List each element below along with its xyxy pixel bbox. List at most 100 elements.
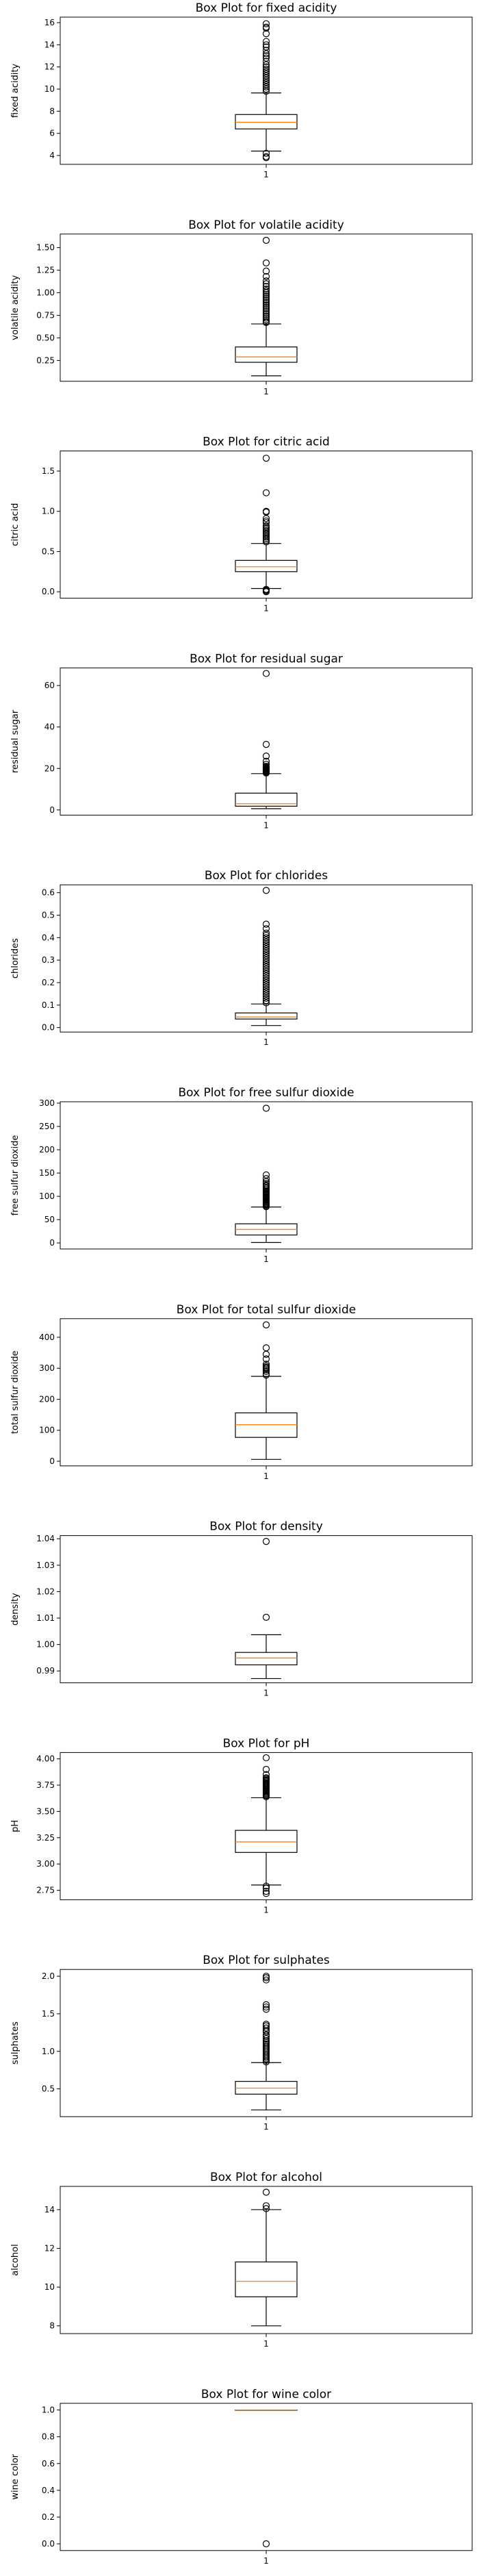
y-tick-label: 1.02 [36, 1587, 55, 1596]
y-tick-label: 16 [44, 18, 55, 27]
outlier-point [262, 1754, 270, 1762]
outlier-point [262, 943, 270, 950]
y-axis-label: citric acid [10, 503, 21, 546]
outlier-point [262, 1888, 270, 1895]
y-tick-label: 300 [39, 1098, 55, 1108]
outlier-point [262, 68, 270, 75]
outlier-point [262, 938, 270, 946]
y-tick-label: 0.5 [42, 2084, 55, 2094]
outlier-point [262, 2202, 270, 2210]
outlier-point [262, 318, 270, 325]
y-tick-label: 0.2 [42, 2512, 55, 2522]
y-axis-label: alcohol [10, 2244, 21, 2275]
outlier-point [262, 670, 270, 677]
chart-title: Box Plot for wine color [201, 2388, 331, 2401]
y-tick-label: 3.75 [36, 1780, 55, 1790]
outlier-point [262, 283, 270, 290]
outlier-point [262, 236, 270, 244]
y-tick-label: 100 [39, 1191, 55, 1201]
y-tick-label: 4 [49, 151, 55, 160]
y-axis-label: free sulfur dioxide [10, 1135, 21, 1216]
x-tick-label: 1 [263, 387, 269, 396]
outlier-point [262, 52, 270, 60]
outlier-point [262, 763, 270, 770]
iqr-box [235, 792, 298, 807]
outlier-point [262, 77, 270, 84]
outlier-point [262, 950, 270, 957]
outlier-point [262, 941, 270, 948]
outlier-point [262, 296, 270, 304]
y-axis-label: residual sugar [10, 709, 21, 773]
y-tick-label: 0.6 [42, 888, 55, 898]
outlier-point [262, 517, 270, 525]
outlier-point [262, 23, 270, 31]
outlier-point [262, 2006, 270, 2013]
outlier-point [262, 298, 270, 305]
outlier-point [262, 990, 270, 998]
outlier-point [262, 314, 270, 322]
chart-title: Box Plot for alcohol [210, 2171, 322, 2184]
outlier-point [262, 1344, 270, 1352]
y-tick-label: 250 [39, 1122, 55, 1131]
y-axis-label: chlorides [10, 938, 21, 978]
box-plot-panel: Box Plot for alcohol 8 10 12 14 1 alcohol [10, 2171, 473, 2349]
outlier-point [262, 50, 270, 58]
outlier-point [262, 149, 270, 157]
outlier-point [262, 994, 270, 1002]
outlier-point [262, 952, 270, 959]
box-plot-panel: Box Plot for fixed acidity 4 6 8 10 12 14 16 1 fi… [10, 1, 473, 179]
box-plot-panel: Box Plot for free sulfur dioxide 0 50 100 15… [10, 1086, 473, 1264]
y-tick-label: 1.0 [42, 507, 55, 516]
y-tick-label: 0.0 [42, 587, 55, 596]
y-tick-label: 0.5 [42, 546, 55, 556]
outlier-point [262, 997, 270, 1005]
outlier-point [262, 47, 270, 54]
y-tick-label: 2.0 [42, 1971, 55, 1981]
chart-title: Box Plot for total sulfur dioxide [177, 1303, 356, 1317]
y-tick-label: 4.00 [36, 1754, 55, 1764]
outlier-point [262, 1355, 270, 1363]
outlier-point [262, 961, 270, 968]
y-tick-label: 0.3 [42, 955, 55, 965]
outlier-point [262, 585, 270, 593]
y-tick-label: 0 [49, 1238, 55, 1248]
y-axis-label: wine color [10, 2453, 21, 2499]
outlier-point [262, 1884, 270, 1892]
outlier-point [262, 2021, 270, 2028]
y-tick-label: 0.5 [42, 911, 55, 920]
x-tick-label: 1 [263, 1472, 269, 1481]
y-tick-label: 0.2 [42, 978, 55, 987]
outlier-point [262, 963, 270, 971]
outlier-point [262, 41, 270, 49]
outlier-point [262, 983, 270, 991]
outlier-point [262, 1350, 270, 1358]
outlier-point [262, 761, 270, 768]
y-tick-label: 1.0 [42, 2405, 55, 2415]
box-plot-panel: Box Plot for residual sugar 0 20 40 60 1 resid… [10, 652, 473, 830]
outlier-point [262, 931, 270, 939]
outlier-point [262, 292, 270, 300]
outlier-point [262, 1765, 270, 1773]
outlier-point [262, 81, 270, 88]
outlier-point [262, 1175, 270, 1183]
y-tick-label: 20 [44, 763, 55, 773]
outlier-point [262, 1976, 270, 1984]
iqr-box [235, 1412, 298, 1438]
chart-title: Box Plot for fixed acidity [196, 1, 337, 15]
outlier-point [262, 61, 270, 68]
outlier-point [262, 999, 270, 1007]
y-tick-label: 0.0 [42, 2539, 55, 2549]
iqr-box [235, 559, 298, 572]
y-tick-label: 1.04 [36, 1534, 55, 1543]
y-tick-label: 1.01 [36, 1613, 55, 1623]
y-tick-label: 50 [44, 1215, 55, 1224]
outlier-point [262, 936, 270, 944]
y-tick-label: 8 [49, 2321, 55, 2331]
x-tick-label: 1 [263, 1037, 269, 1047]
outlier-point [262, 2001, 270, 2008]
outlier-point [262, 277, 270, 285]
outlier-point [262, 1972, 270, 1980]
y-tick-label: 0.0 [42, 1023, 55, 1033]
chart-title: Box Plot for free sulfur dioxide [178, 1086, 354, 1100]
outlier-point [262, 1774, 270, 1782]
